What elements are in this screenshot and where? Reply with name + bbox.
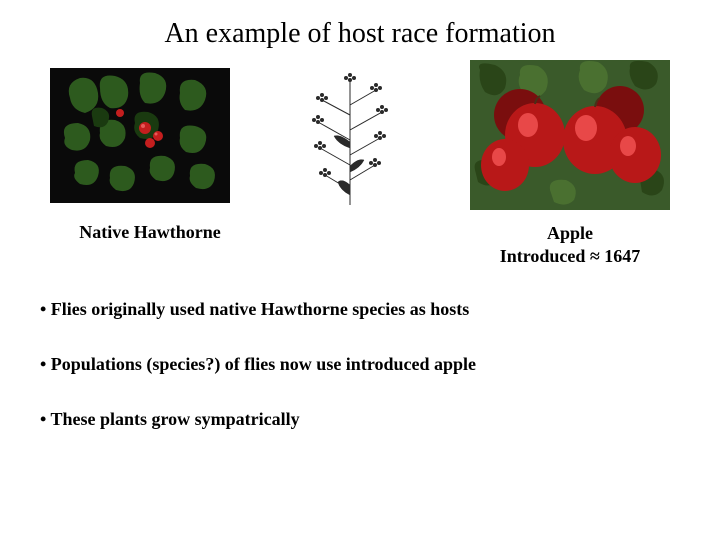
slide-title: An example of host race formation	[0, 18, 720, 50]
hawthorn-svg	[50, 68, 230, 203]
apple-photo	[470, 60, 670, 210]
bullet-list: • Flies originally used native Hawthorne…	[0, 299, 720, 430]
hawthorn-photo	[50, 68, 230, 203]
botanical-drawing	[280, 60, 420, 210]
image-row	[0, 60, 720, 210]
apple-label-line1: Apple	[547, 223, 593, 243]
labels-row: Native Hawthorne Apple Introduced ≈ 1647	[0, 222, 720, 269]
bullet-2: • Populations (species?) of flies now us…	[40, 354, 680, 375]
apple-label: Apple Introduced ≈ 1647	[470, 222, 670, 269]
botanical-svg	[280, 60, 420, 210]
bullet-3: • These plants grow sympatrically	[40, 409, 680, 430]
apple-svg	[470, 60, 670, 210]
apple-label-line2: Introduced ≈ 1647	[500, 246, 641, 266]
bullet-1: • Flies originally used native Hawthorne…	[40, 299, 680, 320]
hawthorn-label: Native Hawthorne	[50, 222, 250, 269]
